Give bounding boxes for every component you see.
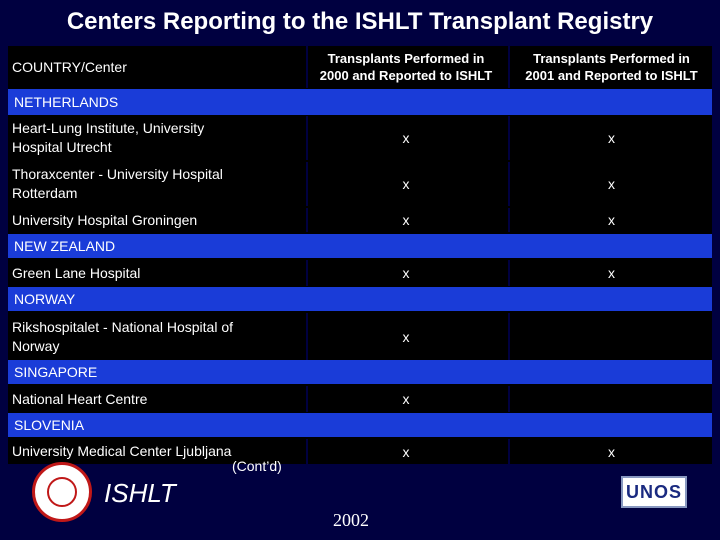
header-country-center: COUNTRY/Center xyxy=(12,58,127,75)
mark-2000: x xyxy=(402,443,410,460)
country-label: NORWAY xyxy=(14,290,76,307)
country-label: SINGAPORE xyxy=(14,363,98,380)
center-name: University Medical Center Ljubljana xyxy=(12,443,232,459)
column-divider xyxy=(508,46,510,88)
table-row: Rikshospitalet - National Hospital of Nor… xyxy=(8,313,712,361)
table-header: COUNTRY/Center Transplants Performed in 2… xyxy=(8,46,712,88)
mark-2001: x xyxy=(608,130,615,146)
table-row: University Medical Center Ljubljana x x xyxy=(8,439,712,464)
mark-2001: x xyxy=(608,212,615,228)
country-label: NEW ZEALAND xyxy=(14,237,116,254)
table-row: Heart-Lung Institute, University Hospital… xyxy=(8,116,712,160)
table-row: Green Lane Hospital x x xyxy=(8,260,712,286)
country-row-slovenia: SLOVENIA xyxy=(8,413,712,437)
page-title: Centers Reporting to the ISHLT Transplan… xyxy=(66,8,654,35)
mark-2001 xyxy=(511,386,712,412)
country-row-netherlands: NETHERLANDS xyxy=(8,89,712,115)
unos-logo-text: UNOS xyxy=(625,481,682,502)
table-row: University Hospital Groningen x x xyxy=(8,208,712,232)
country-row-new-zealand: NEW ZEALAND xyxy=(8,234,712,258)
country-row-norway: NORWAY xyxy=(8,287,712,311)
mark-2001: x xyxy=(608,443,615,460)
center-name: Green Lane Hospital xyxy=(12,264,141,281)
center-name: Rikshospitalet - National Hospital of Nor… xyxy=(12,319,233,354)
ishlt-logo-text: ISHLT xyxy=(104,478,176,508)
center-name: University Hospital Groningen xyxy=(12,211,198,228)
center-name: National Heart Centre xyxy=(12,390,148,407)
mark-2001 xyxy=(511,313,712,361)
mark-2001: x xyxy=(608,265,615,281)
table-row: National Heart Centre x xyxy=(8,386,712,412)
mark-2000: x xyxy=(402,176,410,192)
mark-2000: x xyxy=(402,212,410,228)
table-row: Thoraxcenter - University Hospital Rotter… xyxy=(8,162,712,206)
continued-note: (Cont’d) xyxy=(232,458,282,474)
country-label: NETHERLANDS xyxy=(14,93,119,110)
mark-2000: x xyxy=(402,329,410,345)
mark-2001: x xyxy=(608,176,615,192)
unos-logo: UNOS xyxy=(621,476,687,508)
country-row-singapore: SINGAPORE xyxy=(8,360,712,384)
center-name: Thoraxcenter - University Hospital Rotter… xyxy=(12,166,223,201)
footer-year: 2002 xyxy=(333,510,369,530)
header-2000: Transplants Performed in 2000 and Reporte… xyxy=(319,51,493,83)
registry-table: COUNTRY/Center Transplants Performed in 2… xyxy=(8,46,712,464)
mark-2000: x xyxy=(402,265,410,281)
column-divider xyxy=(306,46,308,88)
country-label: SLOVENIA xyxy=(14,416,85,433)
mark-2000: x xyxy=(402,391,410,407)
center-name: Heart-Lung Institute, University Hospital… xyxy=(12,120,205,155)
header-2001: Transplants Performed in 2001 and Reporte… xyxy=(525,51,698,83)
ishlt-seal-icon xyxy=(32,462,92,522)
mark-2000: x xyxy=(402,130,410,146)
